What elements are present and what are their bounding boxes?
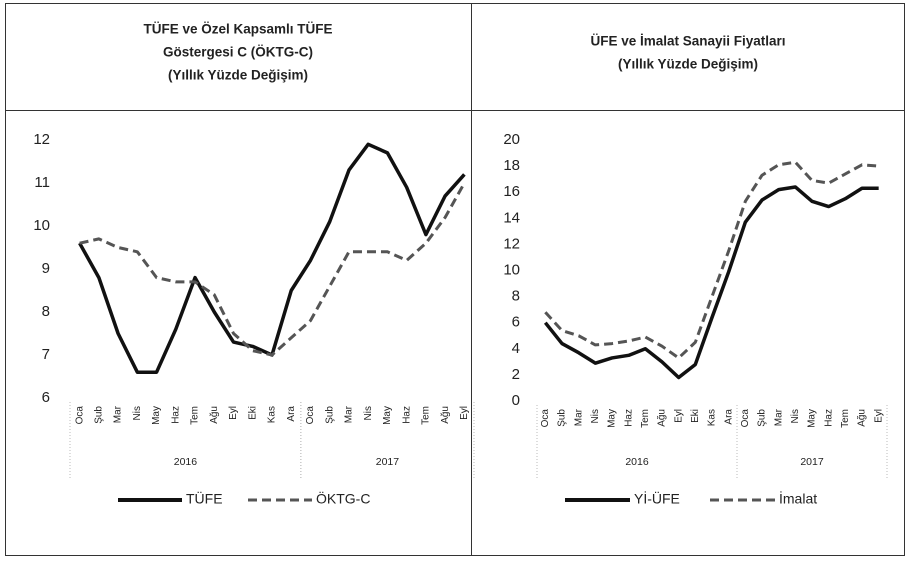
x-tick-label: Haz xyxy=(170,406,181,424)
series-line xyxy=(544,160,879,360)
x-tick-label: Nis xyxy=(590,409,601,423)
y-tick-label: 8 xyxy=(512,288,520,305)
x-tick-label: Tem xyxy=(640,409,651,428)
series-line xyxy=(543,185,879,380)
x-tick-label: Tem xyxy=(421,406,432,425)
y-tick-label: 0 xyxy=(512,392,520,409)
x-tick-label: Ağu xyxy=(857,409,868,427)
legend-label: İmalat xyxy=(779,490,817,507)
legend-label: ÖKTG-C xyxy=(316,490,370,507)
chart-title: TÜFE ve Özel Kapsamlı TÜFE xyxy=(143,22,332,37)
group-label: 2016 xyxy=(174,456,198,468)
x-tick-label: Nis xyxy=(132,406,143,420)
x-tick-label: Eyl xyxy=(673,409,684,423)
chart-title: Göstergesi C (ÖKTG-C) xyxy=(163,45,313,60)
x-tick-label: Oca xyxy=(305,406,316,425)
x-tick-label: Haz xyxy=(823,409,834,427)
x-tick-label: Kas xyxy=(267,406,278,423)
series-line xyxy=(79,182,466,357)
table-frame xyxy=(5,3,905,556)
x-tick-label: Şub xyxy=(324,406,335,424)
x-tick-label: Mar xyxy=(113,405,124,423)
x-tick-label: Eyl xyxy=(459,406,470,420)
y-tick-label: 2 xyxy=(512,366,520,383)
x-tick-label: Ağu xyxy=(209,406,220,424)
y-tick-label: 8 xyxy=(42,303,50,320)
x-tick-label: Haz xyxy=(623,409,634,427)
x-tick-label: Eyl xyxy=(228,406,239,420)
x-tick-label: May xyxy=(382,406,393,425)
y-tick-label: 18 xyxy=(503,157,520,174)
series-line xyxy=(78,142,466,374)
group-label: 2017 xyxy=(376,456,400,468)
chart-title: (Yıllık Yüzde Değişim) xyxy=(618,57,758,72)
x-tick-label: Ağu xyxy=(440,406,451,424)
x-tick-label: May xyxy=(607,409,618,428)
x-tick-label: Oca xyxy=(540,409,551,428)
x-tick-label: Nis xyxy=(363,406,374,420)
x-tick-label: Oca xyxy=(740,409,751,428)
x-tick-label: Nis xyxy=(790,409,801,423)
x-tick-label: Şub xyxy=(557,409,568,427)
x-tick-label: Tem xyxy=(840,409,851,428)
x-tick-label: Eki xyxy=(690,409,701,423)
x-tick-label: Tem xyxy=(190,406,201,425)
y-tick-label: 16 xyxy=(503,183,520,200)
y-tick-label: 10 xyxy=(33,217,50,234)
x-tick-label: Ara xyxy=(286,406,297,422)
x-tick-label: May xyxy=(807,409,818,428)
legend-label: Yİ-ÜFE xyxy=(634,490,680,507)
y-tick-label: 14 xyxy=(503,209,520,226)
x-tick-label: May xyxy=(151,406,162,425)
x-tick-label: Haz xyxy=(401,406,412,424)
y-tick-label: 6 xyxy=(42,389,50,406)
group-label: 2016 xyxy=(625,456,649,468)
y-tick-label: 12 xyxy=(503,235,520,252)
x-tick-label: Oca xyxy=(74,406,85,425)
group-label: 2017 xyxy=(800,456,824,468)
y-tick-label: 11 xyxy=(34,174,50,191)
y-tick-label: 4 xyxy=(512,340,520,357)
x-tick-label: Mar xyxy=(573,408,584,426)
x-tick-label: Eyl xyxy=(873,409,884,423)
y-tick-label: 9 xyxy=(42,260,50,277)
x-tick-label: Eki xyxy=(247,406,258,420)
y-tick-label: 7 xyxy=(42,346,50,363)
y-tick-label: 6 xyxy=(512,314,520,331)
x-tick-label: Şub xyxy=(93,406,104,424)
y-tick-label: 10 xyxy=(503,261,520,278)
x-tick-label: Şub xyxy=(757,409,768,427)
x-tick-label: Ara xyxy=(723,409,734,425)
y-tick-label: 20 xyxy=(503,131,520,148)
x-tick-label: Kas xyxy=(707,409,718,426)
x-tick-label: Ağu xyxy=(657,409,668,427)
y-tick-label: 12 xyxy=(33,131,50,148)
chart-title: (Yıllık Yüzde Değişim) xyxy=(168,68,308,83)
x-tick-label: Mar xyxy=(773,408,784,426)
x-tick-label: Mar xyxy=(344,405,355,423)
legend-label: TÜFE xyxy=(186,490,223,507)
chart-title: ÜFE ve İmalat Sanayii Fiyatları xyxy=(590,34,785,49)
